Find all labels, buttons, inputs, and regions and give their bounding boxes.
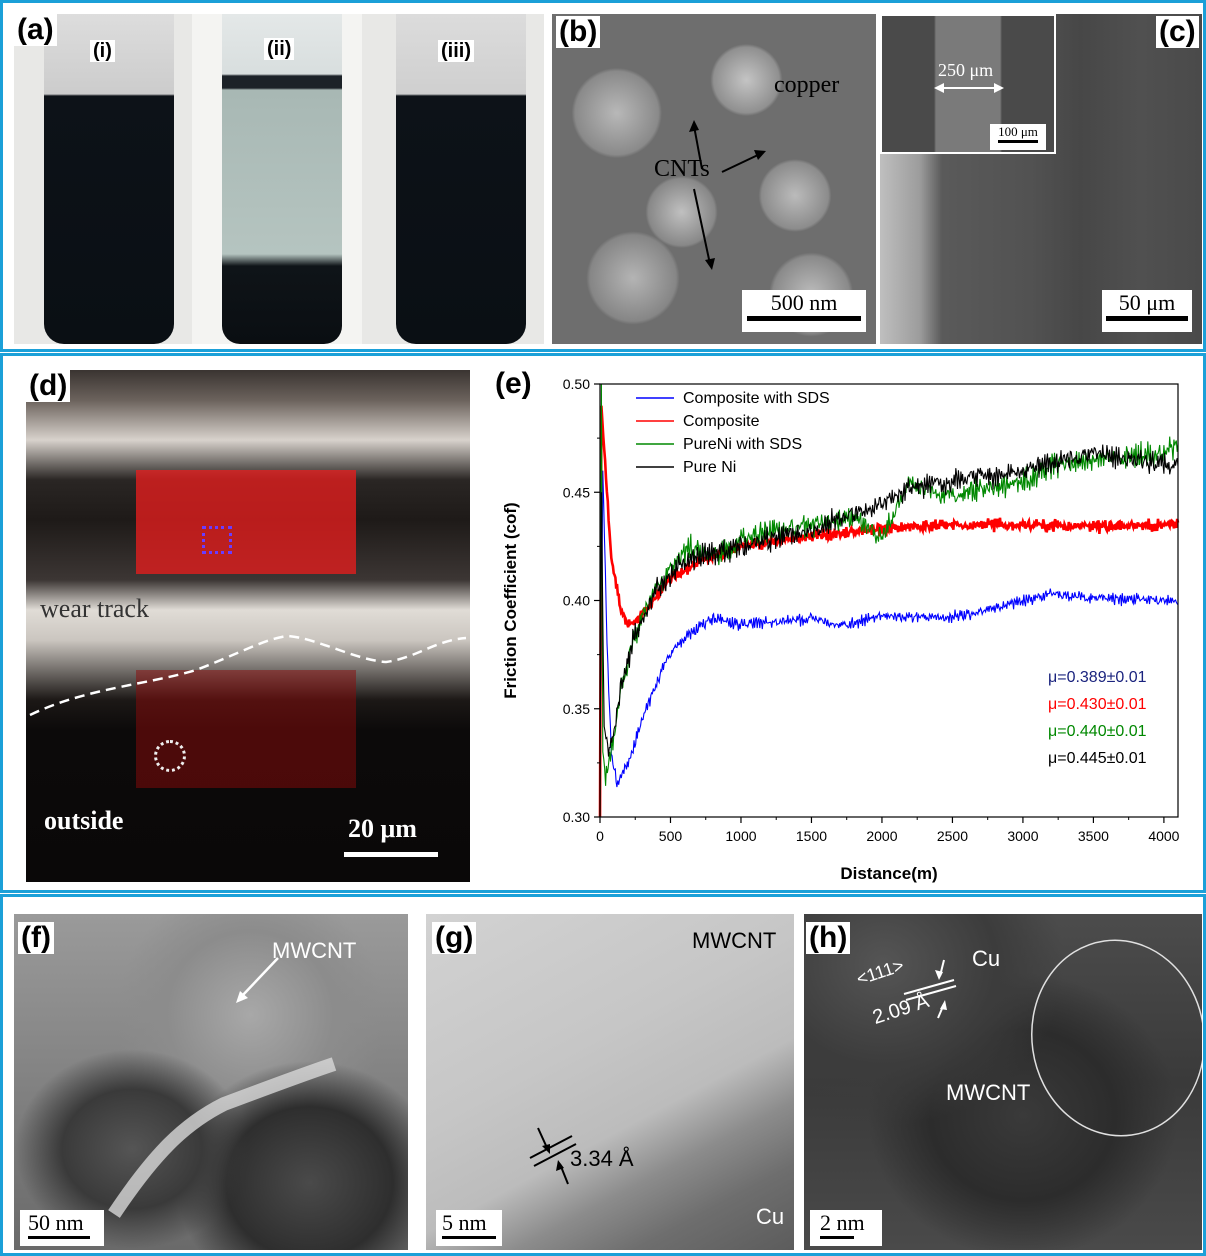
panel-b-scalebar: 500 nm	[742, 290, 866, 332]
panel-a-label: (a)	[14, 14, 57, 46]
y-tick-label-4: 0.50	[563, 376, 590, 392]
legend-label-3: Pure Ni	[683, 459, 736, 476]
panel-d-outside-label: outside	[44, 806, 123, 836]
y-tick-label-0: 0.30	[563, 809, 590, 825]
panel-f: MWCNT (f) 50 nm	[14, 914, 408, 1250]
legend-label-0: Composite with SDS	[683, 390, 830, 407]
x-tick-label-7: 3500	[1078, 828, 1109, 844]
tube-i	[44, 14, 174, 344]
tube-iii	[396, 14, 526, 344]
panel-d-wear-track-label: wear track	[40, 594, 149, 624]
panel-c-scalebar: 50 μm	[1102, 290, 1192, 332]
panel-e: (e) 0 500 1000 1500 2000 2500 3000 3500 4000 0.30…	[490, 368, 1202, 888]
panel-b-cnts-label: CNTs	[654, 156, 710, 183]
mu-annotation-2: μ=0.440±0.01	[1048, 723, 1147, 740]
mu-annotation-0: μ=0.389±0.01	[1048, 669, 1147, 686]
panel-g-label: (g)	[432, 922, 476, 954]
panel-g-scalebar: 5 nm	[436, 1210, 502, 1246]
panel-g: MWCNT 3.34 Å Cu (g) 5 nm	[426, 914, 794, 1250]
panel-d: wear track outside 20 μm (d)	[26, 370, 470, 882]
panel-c-width-label: 250 μm	[938, 60, 993, 81]
y-tick-label-3: 0.45	[563, 484, 590, 500]
panel-f-scalebar: 50 nm	[20, 1210, 104, 1246]
legend-label-1: Composite	[683, 413, 760, 430]
panel-c: 250 μm 100 μm (c) 50 μm	[880, 14, 1202, 344]
panel-d-scale-bar	[344, 852, 438, 857]
x-tick-label-2: 1000	[725, 828, 756, 844]
x-axis-label: Distance(m)	[840, 864, 937, 883]
x-tick-label-6: 3000	[1007, 828, 1038, 844]
y-axis-label: Friction Coefficient (cof)	[501, 502, 520, 698]
panel-g-cu-label: Cu	[756, 1204, 784, 1230]
panel-c-inset: 250 μm 100 μm	[880, 14, 1056, 154]
mu-annotation-1: μ=0.430±0.01	[1048, 696, 1147, 713]
panel-d-scale-text: 20 μm	[348, 814, 417, 844]
legend-label-2: PureNi with SDS	[683, 436, 802, 453]
panel-h-mwcnt-label: MWCNT	[946, 1080, 1030, 1106]
panel-b: copper CNTs (b) 500 nm	[552, 14, 876, 344]
panel-a: (a) (i) (ii) (iii)	[14, 14, 544, 344]
x-tick-label-0: 0	[596, 828, 604, 844]
tube-ii	[222, 14, 342, 344]
panel-a-sub-i: (i)	[90, 40, 115, 62]
panel-b-label: (b)	[556, 16, 600, 48]
panel-h-cu-label: Cu	[972, 946, 1000, 972]
x-tick-label-3: 1500	[796, 828, 827, 844]
x-tick-label-4: 2000	[866, 828, 897, 844]
x-tick-label-8: 4000	[1148, 828, 1179, 844]
panel-c-label: (c)	[1156, 16, 1199, 48]
panel-g-mwcnt-label: MWCNT	[692, 928, 776, 954]
x-tick-label-1: 500	[659, 828, 683, 844]
panel-c-inset-scalebar: 100 μm	[990, 124, 1046, 150]
panel-h-label: (h)	[806, 922, 850, 954]
panel-h: <111> 2.09 Å Cu MWCNT (h) 2 nm	[804, 914, 1202, 1250]
panel-f-mwcnt-label: MWCNT	[272, 938, 356, 964]
panel-a-sub-ii: (ii)	[264, 38, 294, 60]
panel-h-scalebar: 2 nm	[810, 1210, 882, 1246]
y-tick-label-2: 0.40	[563, 593, 590, 609]
mu-annotation-3: μ=0.445±0.01	[1048, 750, 1147, 767]
panel-b-copper-label: copper	[774, 72, 839, 99]
y-tick-label-1: 0.35	[563, 701, 590, 717]
panel-a-sub-iii: (iii)	[438, 40, 474, 62]
panel-g-spacing-label: 3.34 Å	[570, 1146, 634, 1172]
panel-d-label: (d)	[26, 370, 70, 402]
panel-f-label: (f)	[18, 922, 54, 954]
x-tick-label-5: 2500	[937, 828, 968, 844]
friction-chart: 0 500 1000 1500 2000 2500 3000 3500 4000 0.30 0.35…	[490, 368, 1202, 888]
